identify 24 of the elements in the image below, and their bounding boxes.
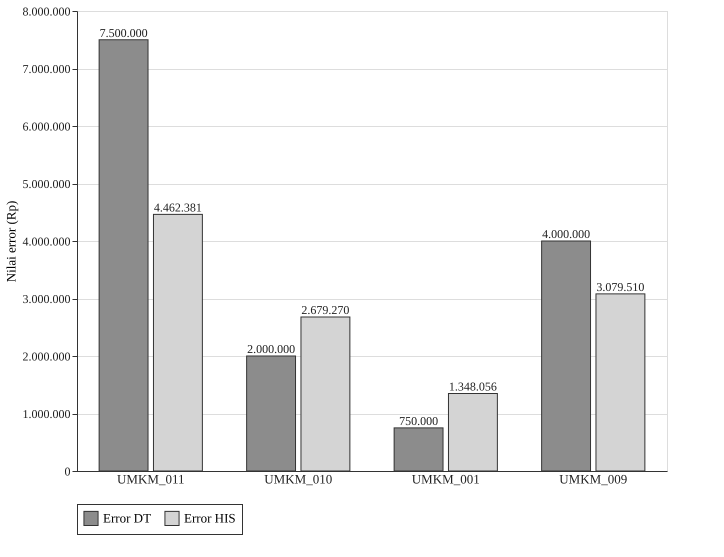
data-label: 3.079.510 bbox=[596, 280, 644, 294]
x-tick-label: UMKM_010 bbox=[264, 472, 332, 486]
data-label: 7.500.000 bbox=[100, 26, 148, 40]
x-tick-label: UMKM_011 bbox=[117, 472, 184, 486]
data-label: 4.462.381 bbox=[154, 200, 202, 214]
y-tick-label: 3.000.000 bbox=[22, 292, 70, 306]
y-tick-label: 2.000.000 bbox=[22, 350, 70, 364]
y-tick-label: 6.000.000 bbox=[22, 120, 70, 134]
data-label: 750.000 bbox=[399, 414, 438, 428]
legend-label: Error DT bbox=[103, 510, 152, 526]
y-tick-label: 8.000.000 bbox=[22, 4, 70, 18]
y-axis-title: Nilai error (Rp) bbox=[4, 200, 18, 282]
data-label: 2.000.000 bbox=[247, 342, 296, 356]
x-tick-label: UMKM_001 bbox=[412, 472, 480, 486]
data-label: 1.348.056 bbox=[448, 379, 497, 394]
y-tick-label: 0 bbox=[64, 464, 70, 478]
y-tick-label: 1.000.000 bbox=[22, 407, 70, 421]
y-tick-label: 5.000.000 bbox=[22, 177, 70, 191]
y-tick-label: 4.000.000 bbox=[22, 234, 70, 248]
x-tick-label: UMKM_009 bbox=[559, 472, 628, 486]
data-label: 2.679.270 bbox=[301, 302, 350, 317]
y-tick-label: 7.000.000 bbox=[22, 62, 70, 76]
data-label: 4.000.000 bbox=[542, 227, 590, 241]
legend-label: Error HIS bbox=[184, 510, 236, 526]
